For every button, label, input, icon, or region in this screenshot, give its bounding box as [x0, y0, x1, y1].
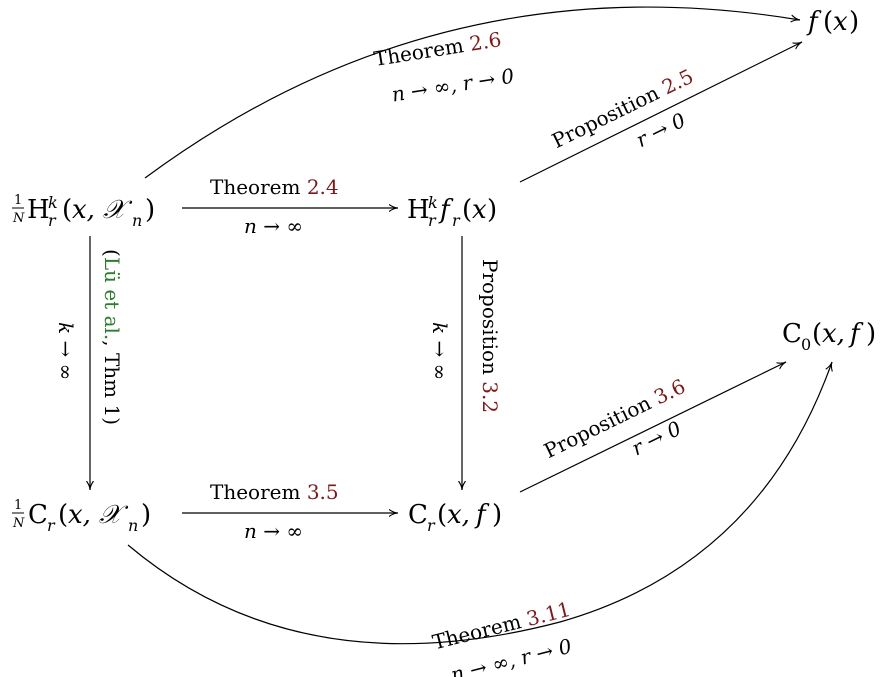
cond-proposition-2-5: r → 0 [632, 108, 689, 152]
svg-text:): ) [866, 319, 876, 349]
cond-proposition-3-6: r → 0 [628, 416, 685, 460]
label-theorem-2-4: Theorem 2.4 [210, 175, 339, 199]
svg-text:x,: x, [447, 500, 470, 530]
svg-text:r: r [48, 211, 57, 230]
svg-text:r: r [47, 516, 56, 535]
svg-text:(: ( [437, 500, 447, 530]
node-top-mid: H k r f r ( x ) [407, 193, 497, 230]
edge-cond-proposition-3-2: k → ∞ [428, 322, 452, 380]
cond-theorem-2-4: n → ∞ [244, 214, 303, 238]
svg-text:f: f [474, 500, 490, 530]
svg-text:): ) [849, 7, 859, 37]
label-proposition-2-5: Proposition 2.5 [548, 64, 697, 153]
svg-text:): ) [492, 500, 502, 530]
svg-text:N: N [12, 211, 25, 226]
svg-text:r: r [452, 211, 461, 230]
svg-text:x: x [833, 7, 848, 37]
svg-text:k: k [48, 193, 58, 212]
edge-cond-lu-et-al: k → ∞ [54, 322, 78, 380]
svg-text:1: 1 [14, 193, 22, 208]
edge-label-proposition-3-2: Proposition 3.2 [478, 259, 502, 413]
cond-theorem-2-6: n → ∞, r → 0 [390, 64, 516, 107]
svg-text:C: C [408, 500, 428, 530]
cond-lu-et-al: k → ∞ [54, 322, 78, 380]
node-top-left: 1 N H k r ( x, 𝒳 n ) [12, 193, 155, 230]
label-proposition-3-2: Proposition 3.2 [478, 259, 502, 413]
svg-text:k: k [428, 193, 438, 212]
svg-text:0: 0 [801, 335, 811, 354]
svg-text:(: ( [62, 195, 72, 225]
svg-text:x,: x, [72, 195, 95, 225]
label-lu-et-al: (Lü et al., Thm 1) [100, 249, 124, 425]
svg-text:(: ( [823, 7, 833, 37]
svg-text:f: f [848, 319, 864, 349]
edge-theorem-2-6 [144, 6, 800, 179]
svg-text:N: N [12, 516, 25, 531]
cond-theorem-3-5: n → ∞ [244, 519, 303, 543]
svg-text:r: r [427, 516, 436, 535]
svg-text:f: f [806, 7, 822, 37]
svg-text:1: 1 [14, 498, 22, 513]
edge-proposition-2-5 [519, 41, 803, 183]
node-bottom-mid: C r ( x, f ) [408, 500, 502, 535]
node-top-right: f ( x ) [806, 7, 859, 37]
edge-theorem-3-11 [127, 362, 832, 645]
svg-text:(: ( [58, 500, 68, 530]
edge-label-lu-et-al: (Lü et al., Thm 1) [100, 249, 124, 425]
svg-text:H: H [27, 195, 50, 225]
svg-text:(: ( [812, 319, 822, 349]
svg-text:n: n [128, 516, 138, 535]
label-proposition-3-6: Proposition 3.6 [540, 374, 689, 463]
svg-text:n: n [132, 211, 142, 230]
svg-text:x,: x, [822, 319, 845, 349]
svg-text:C: C [28, 500, 48, 530]
svg-text:x,: x, [68, 500, 91, 530]
svg-text:x: x [472, 195, 487, 225]
svg-text:𝒳: 𝒳 [103, 195, 133, 225]
svg-text:): ) [141, 500, 151, 530]
svg-text:𝒳: 𝒳 [99, 500, 129, 530]
svg-text:(: ( [462, 195, 472, 225]
svg-text:): ) [145, 195, 155, 225]
svg-text:r: r [428, 211, 437, 230]
edge-label-theorem-2-6: Theorem 2.6 n → ∞, r → 0 [372, 27, 516, 107]
edge-proposition-3-6 [519, 361, 787, 493]
cond-proposition-3-2: k → ∞ [428, 322, 452, 380]
node-bottom-left: 1 N C r ( x, 𝒳 n ) [12, 498, 151, 535]
edge-label-theorem-3-11: Theorem 3.11 n → ∞, r → 0 [430, 597, 574, 677]
svg-text:C: C [782, 319, 802, 349]
label-theorem-3-5: Theorem 3.5 [210, 480, 339, 504]
svg-text:H: H [407, 195, 430, 225]
edge-label-proposition-3-6: Proposition 3.6 r → 0 [540, 374, 689, 463]
svg-text:): ) [487, 195, 497, 225]
edge-label-proposition-2-5: Proposition 2.5 r → 0 [548, 64, 697, 153]
node-mid-right: C 0 ( x, f ) [782, 319, 876, 354]
